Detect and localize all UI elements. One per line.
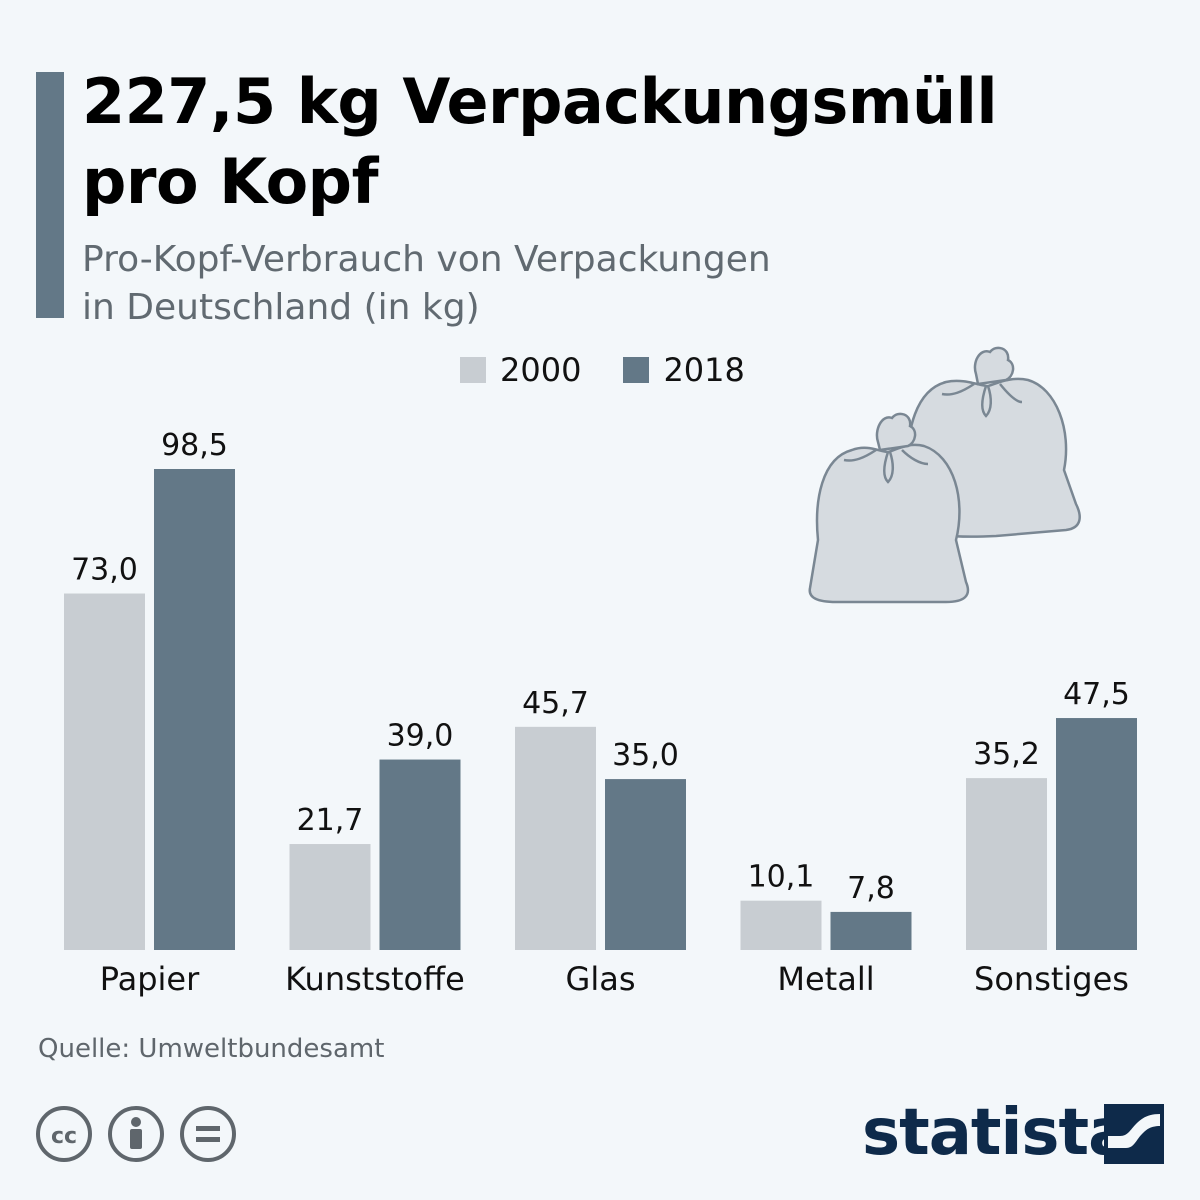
bar-chart: 73,0 98,5 Papier 21,7 39,0 Kunststoffe 45,7 35,…	[64, 428, 1137, 998]
data-label-kunststoffe-2000: 21,7	[297, 803, 364, 838]
data-label-metall-2018: 7,8	[847, 871, 895, 906]
legend-swatch-2000	[460, 357, 486, 383]
bar-sonstiges-2000[interactable]	[966, 778, 1047, 950]
bar-sonstiges-2018[interactable]	[1056, 718, 1137, 950]
legend-item-2018: 2018	[623, 351, 745, 389]
legend-swatch-2018	[623, 357, 650, 383]
page-subtitle: Pro-Kopf-Verbrauch von Verpackungen in D…	[82, 236, 982, 332]
data-label-sonstiges-2018: 47,5	[1063, 677, 1130, 712]
legend-label-2000: 2000	[500, 351, 582, 389]
bar-kunststoffe-2000[interactable]	[289, 844, 371, 950]
bar-papier-2018[interactable]	[154, 469, 235, 950]
bar-glas-2018[interactable]	[605, 779, 686, 950]
statista-logo-icon[interactable]	[1104, 1104, 1164, 1164]
subtitle-line-1: Pro-Kopf-Verbrauch von Verpackungen	[82, 239, 771, 280]
category-label-papier: Papier	[100, 960, 200, 998]
category-label-kunststoffe: Kunststoffe	[285, 960, 465, 998]
bar-glas-2000[interactable]	[515, 726, 596, 950]
bar-kunststoffe-2018[interactable]	[379, 759, 461, 950]
data-label-glas-2018: 35,0	[612, 738, 679, 773]
category-label-glas: Glas	[566, 960, 636, 998]
category-label-sonstiges: Sonstiges	[974, 960, 1129, 998]
data-label-glas-2000: 45,7	[522, 686, 589, 721]
data-label-metall-2000: 10,1	[748, 860, 815, 895]
bar-papier-2000[interactable]	[64, 593, 145, 950]
chart-legend: 2000 2018	[460, 350, 787, 390]
title-line-1: 227,5 kg Verpackungsmüll	[82, 65, 998, 138]
data-label-papier-2000: 73,0	[71, 553, 138, 588]
license-icons: cc	[34, 1104, 250, 1164]
category-label-metall: Metall	[777, 960, 874, 998]
legend-label-2018: 2018	[663, 351, 745, 389]
garbage-bags-icon	[808, 346, 1081, 604]
legend-item-2000: 2000	[460, 351, 581, 389]
no-derivatives-icon[interactable]	[178, 1104, 238, 1164]
svg-text:cc: cc	[51, 1124, 77, 1149]
bar-metall-2000[interactable]	[740, 900, 822, 950]
cc-icon[interactable]: cc	[34, 1104, 94, 1164]
data-label-kunststoffe-2018: 39,0	[387, 719, 454, 754]
subtitle-line-2: in Deutschland (in kg)	[82, 287, 480, 328]
source-note: Quelle: Umweltbundesamt	[38, 1034, 385, 1064]
data-label-sonstiges-2000: 35,2	[973, 737, 1040, 772]
bar-metall-2018[interactable]	[830, 911, 912, 950]
attribution-icon[interactable]	[106, 1104, 166, 1164]
title-accent-bar	[36, 72, 64, 318]
statista-brand[interactable]: statista	[862, 1096, 1131, 1170]
title-line-2: pro Kopf	[82, 145, 379, 218]
page-title: 227,5 kg Verpackungsmüll pro Kopf	[82, 62, 1162, 222]
data-label-papier-2018: 98,5	[161, 428, 228, 463]
